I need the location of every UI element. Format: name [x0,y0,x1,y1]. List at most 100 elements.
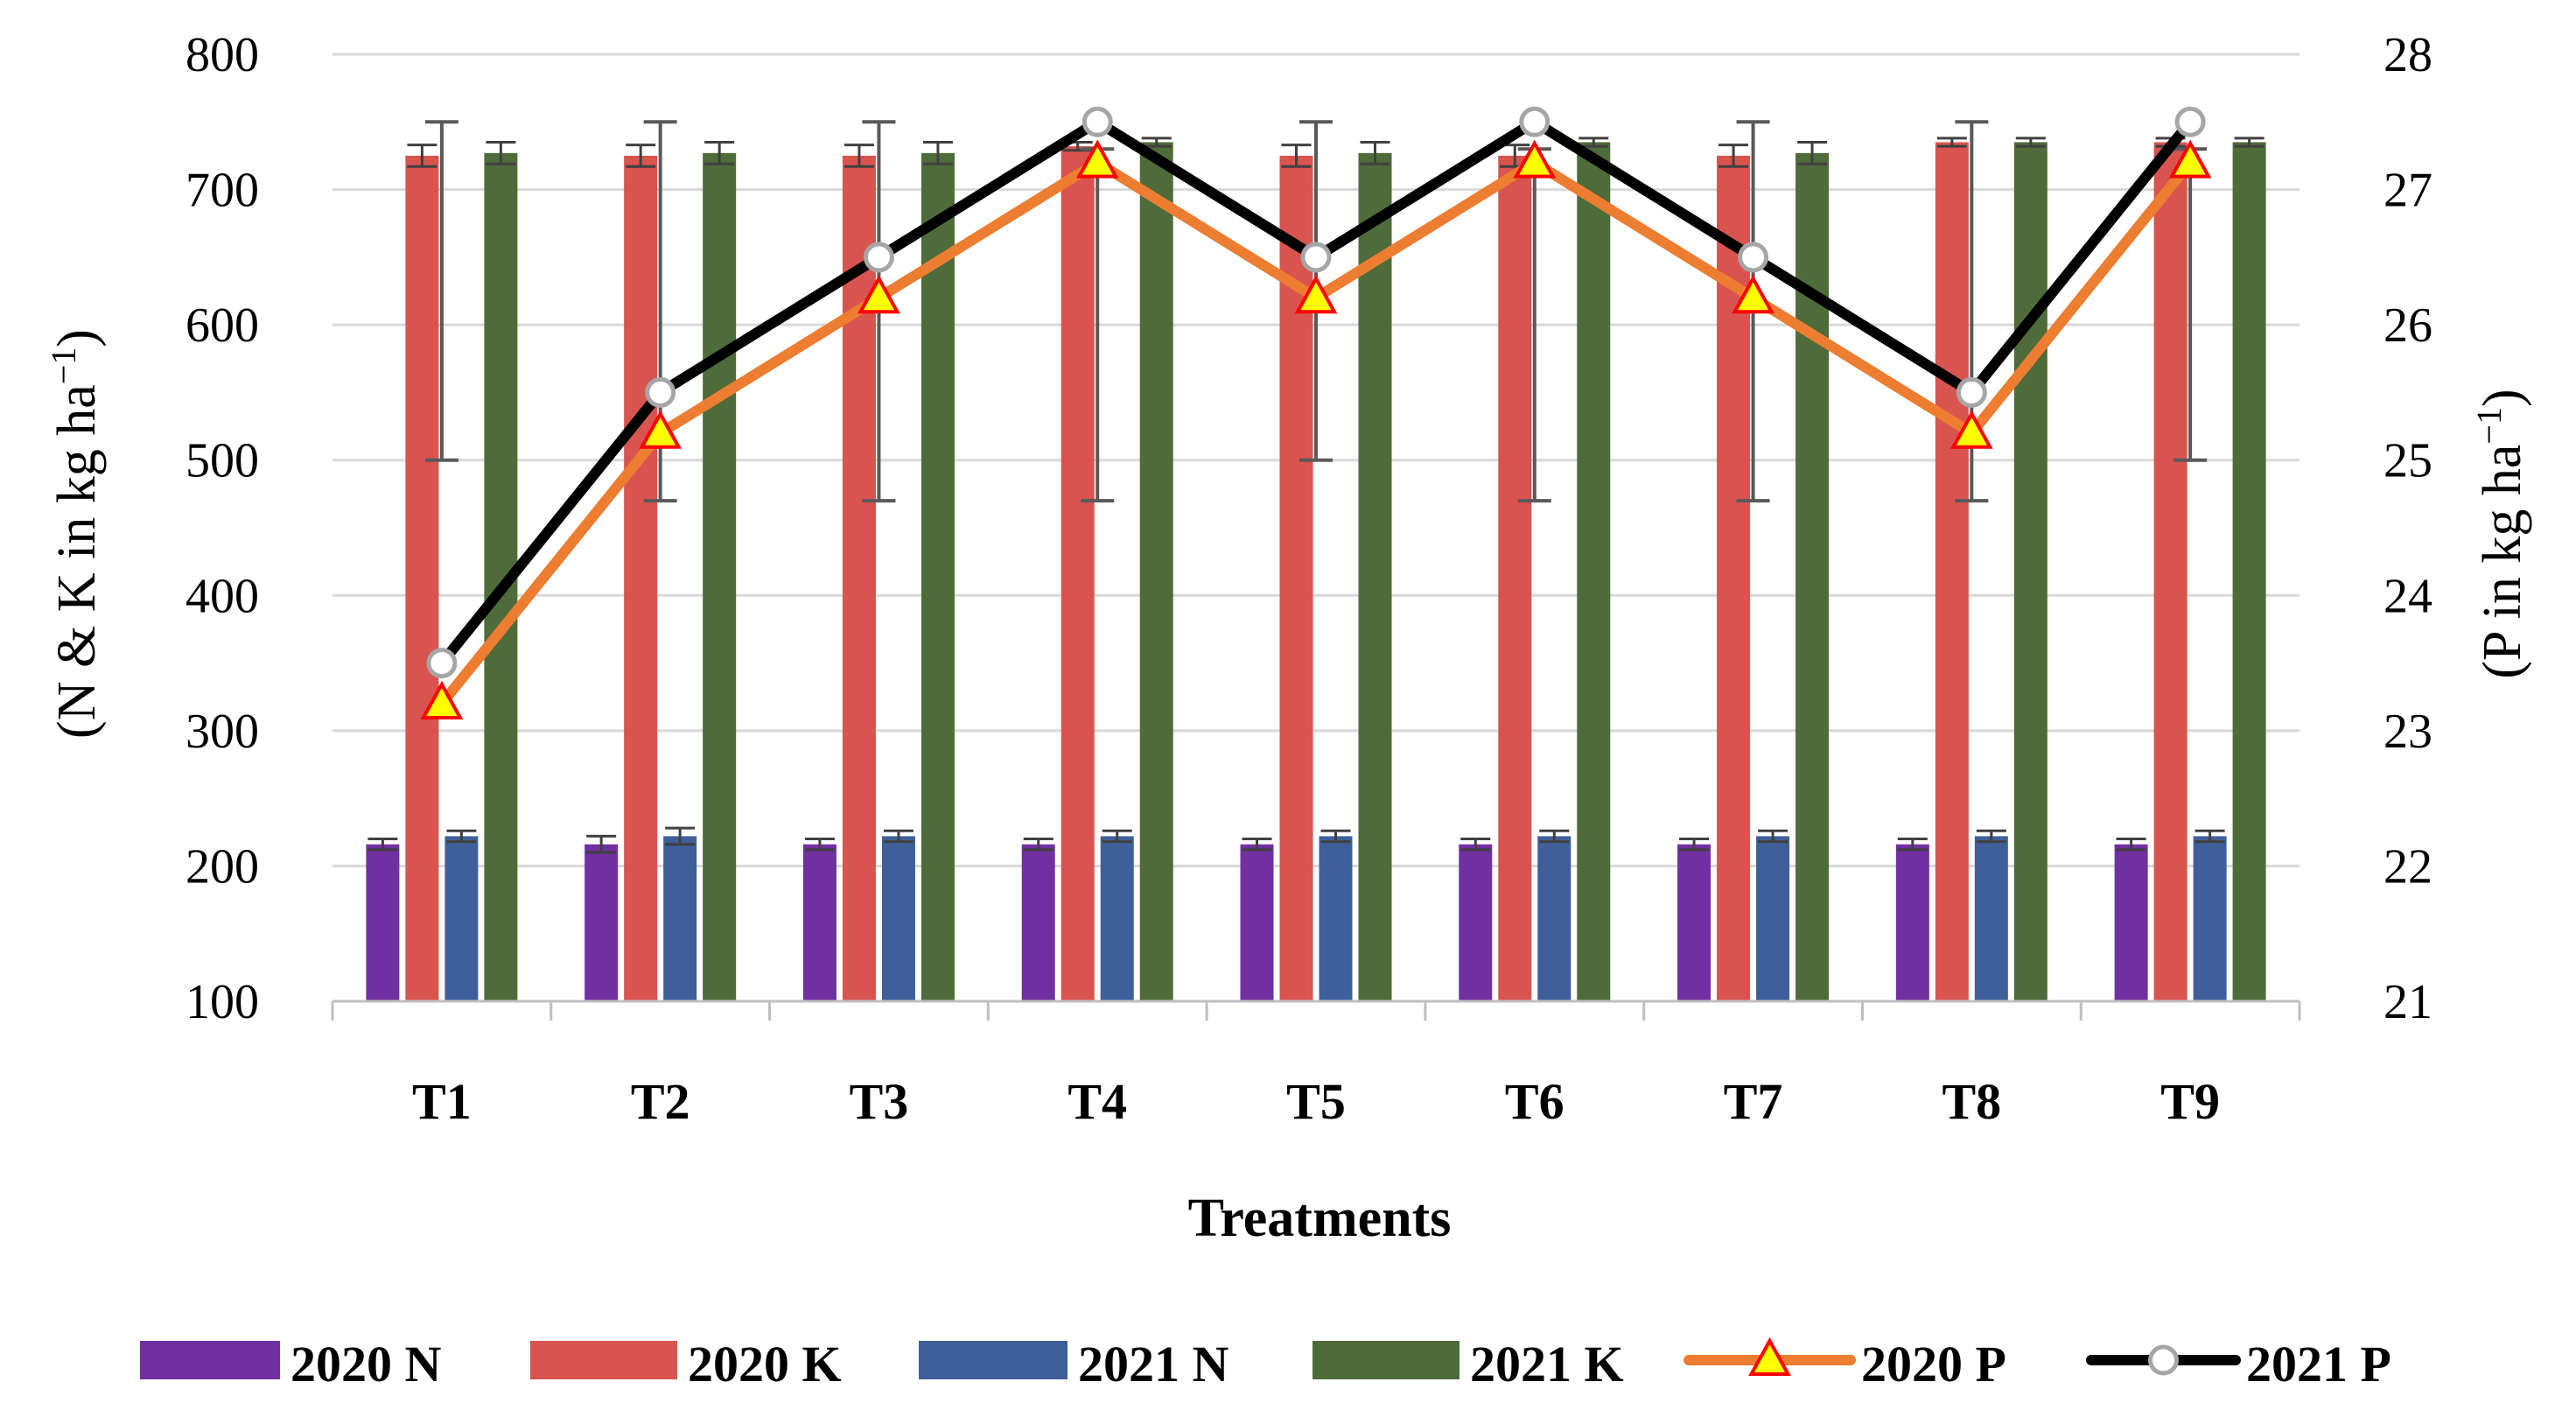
category-label: T3 [850,1073,909,1130]
bar [1358,152,1392,1001]
bar [920,152,955,1001]
legend-label: 2020 K [688,1336,842,1392]
legend-swatch [530,1341,677,1379]
bar [1139,142,1173,1001]
triangle-marker [639,410,682,449]
bar [1935,142,1969,1001]
y2-tick-label: 21 [2384,975,2432,1029]
y2-axis-title: (P in kg ha−1) [2469,389,2532,678]
circle-marker [1519,106,1550,137]
circle-marker [645,376,676,408]
circle-marker [1738,242,1769,273]
y2-tick-label: 25 [2384,434,2432,488]
y2-tick-label: 24 [2384,569,2432,623]
y-tick-label: 300 [186,705,259,759]
y-tick-label: 200 [186,839,259,894]
bar [1498,155,1532,1001]
category-label: T8 [1942,1073,2001,1130]
legend-swatch [919,1341,1068,1379]
bar [2153,142,2188,1001]
triangle-marker [1294,275,1338,314]
y-tick-label: 600 [186,298,259,353]
legend-swatch [1312,1341,1460,1379]
category-label: T7 [1724,1073,1783,1130]
y2-tick-label: 26 [2384,298,2432,353]
circle-marker [1082,106,1113,137]
bar [881,836,915,1001]
category-label: T5 [1286,1073,1346,1130]
legend-label: 2021 K [1470,1336,1624,1392]
bar [1100,836,1134,1001]
legend-circle-marker [2148,1344,2179,1376]
y2-tick-label: 27 [2384,164,2432,218]
axes [331,1000,2301,1021]
bar [2232,142,2266,1001]
y-axis-title-end: ) [47,329,107,347]
bar [366,844,400,1001]
category-label: T6 [1505,1073,1564,1130]
legend-label: 2021 P [2246,1336,2391,1392]
bar [1895,844,1929,1001]
triangle-marker [1075,139,1119,179]
bar [1459,844,1493,1001]
circle-marker [1300,242,1332,273]
y2-tick-label: 23 [2384,705,2432,759]
circle-marker [426,648,458,679]
line-series [420,106,2212,719]
bar [1796,152,1830,1001]
bar-series [366,142,2266,1001]
triangle-marker [1950,410,1993,449]
bar [1974,836,2008,1001]
triangle-marker [420,680,464,719]
bar [1240,844,1274,1001]
y-tick-label: 700 [186,164,259,218]
y-axis-title-sup: −1 [44,347,83,385]
bar [663,836,697,1001]
bar [444,836,479,1001]
bar [405,155,439,1001]
y2-axis-title-sup: −1 [2469,407,2509,445]
legend: 2020 N 2020 K 2021 N 2021 K 2020 P 2021 P [140,1336,2391,1392]
circle-marker [1956,376,1987,408]
category-label: T4 [1068,1073,1127,1130]
bar [2193,836,2227,1001]
x-axis-title: Treatments [1188,1189,1452,1248]
bar [1577,142,1611,1001]
category-label: T1 [412,1073,472,1130]
legend-label: 2021 N [1078,1336,1229,1392]
category-label: T2 [631,1073,690,1130]
y-tick-label: 800 [186,28,259,82]
y2-tick-label: 28 [2384,28,2432,82]
y2-axis-title-end: ) [2473,389,2532,407]
bar [584,844,619,1001]
right-axis-ticks: 21 22 23 24 25 26 27 28 [2384,28,2432,1029]
legend-label: 2020 P [1861,1336,2006,1392]
triangle-marker [2168,139,2212,179]
bar [1537,836,1572,1001]
y-axis-title-main: (N & K in kg ha [47,384,107,739]
category-label: T9 [2160,1073,2220,1130]
bar [1677,844,1712,1001]
bar [1756,836,1790,1001]
left-axis-ticks: 100 200 300 400 500 600 700 800 [186,28,259,1029]
y-tick-label: 100 [186,975,259,1029]
triangle-marker [1513,139,1557,179]
bar [2013,142,2048,1001]
y-tick-label: 500 [186,434,259,488]
bar [1060,146,1095,1001]
bar [802,844,836,1001]
legend-triangle-marker [1748,1336,1791,1376]
bar [2114,844,2148,1001]
legend-label: 2020 N [290,1336,442,1392]
triangle-marker [858,275,900,314]
bar [624,155,658,1001]
error-bars [368,120,2264,854]
y-axis-title: (N & K in kg ha−1) [44,329,107,739]
legend-swatch [140,1341,280,1379]
category-labels: T1 T2 T3 T4 T5 T6 T7 T8 T9 [412,1073,2220,1130]
circle-marker [2174,106,2206,137]
y-tick-label: 400 [186,569,259,623]
circle-marker [863,242,894,273]
y2-axis-title-main: (P in kg ha [2473,445,2532,679]
